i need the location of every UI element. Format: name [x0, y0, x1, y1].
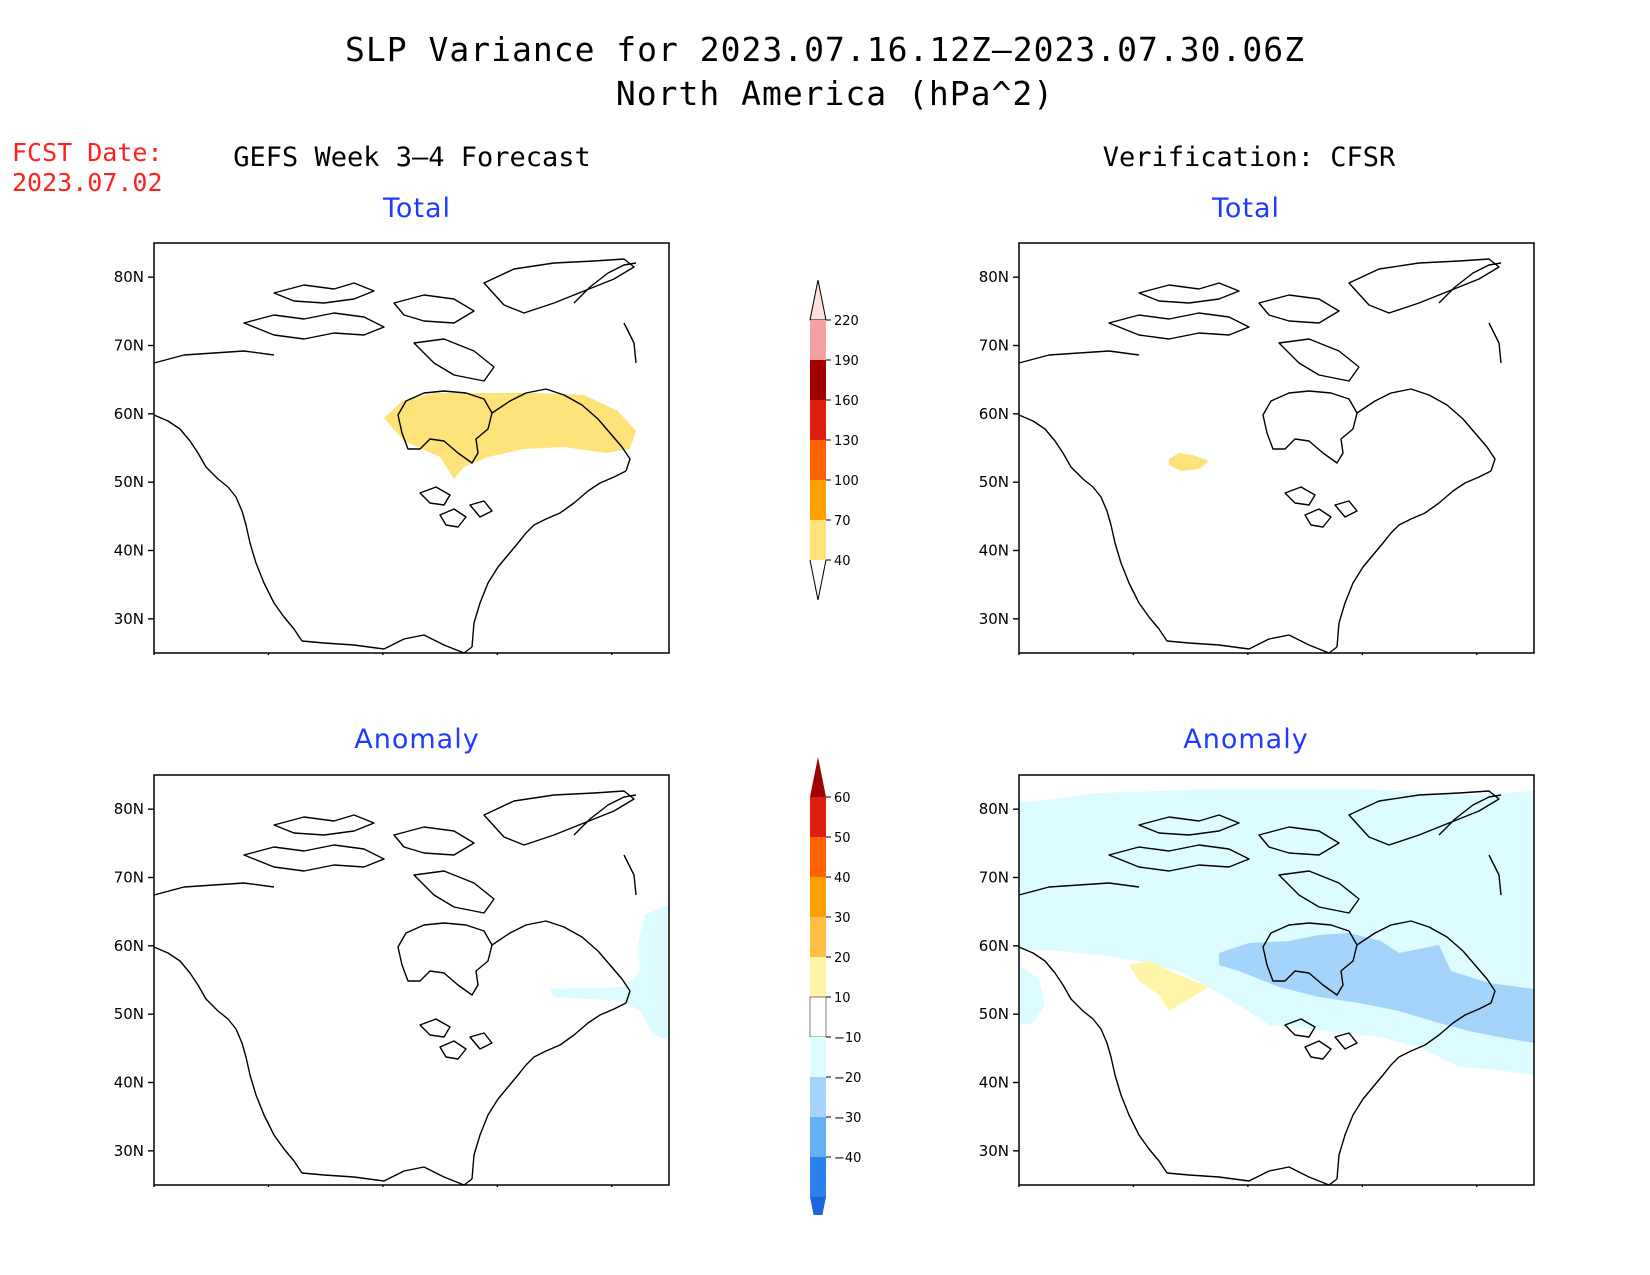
colorbar-label: −40: [834, 1151, 861, 1166]
verification-anomaly-map: 80N70N60N50N40N30N140W120W100W80W60W: [979, 774, 1535, 1187]
coastline: [153, 258, 637, 654]
verification-total-map: 80N70N60N50N40N30N140W120W100W80W60W: [979, 242, 1535, 655]
colorbar-segment: [810, 360, 826, 400]
colorbar-label: −30: [834, 1111, 861, 1126]
colorbar-label: 160: [834, 394, 859, 409]
lat-tick-label: 50N: [114, 473, 144, 491]
lat-tick-label: 70N: [114, 337, 144, 355]
colorbar-label: 130: [834, 434, 859, 449]
colorbar-label: 70: [834, 514, 851, 529]
colorbar-segment: [810, 320, 826, 360]
lat-tick-label: 30N: [979, 1142, 1009, 1160]
verification-anomaly-title: Anomaly: [1183, 724, 1309, 755]
map-frame: [1018, 774, 1535, 1186]
colorbar-segment: [810, 1077, 826, 1117]
colorbar-top-arrow: [809, 280, 827, 321]
lat-tick-label: 50N: [979, 1005, 1009, 1023]
axis-labels: 80N70N60N50N40N30N140W120W100W80W60W: [979, 800, 1478, 1187]
colorbar-label: −20: [834, 1071, 861, 1086]
lat-tick-label: 60N: [979, 937, 1009, 955]
figure-title: SLP Variance for 2023.07.16.12Z–2023.07.…: [345, 30, 1305, 69]
colorbar-label: 50: [834, 831, 851, 846]
anomaly-colorbar: 60 50 40 30 20 10 −10 −20 −30 −40: [809, 757, 861, 1215]
lat-tick-label: 30N: [979, 610, 1009, 628]
colorbar-label: 220: [834, 314, 859, 329]
verification-column-heading: Verification: CFSR: [1102, 142, 1396, 173]
map-frame: [1018, 242, 1535, 654]
map-frame: [153, 774, 670, 1186]
figure-subtitle: North America (hPa^2): [615, 74, 1055, 113]
lat-tick-label: 40N: [114, 1074, 144, 1092]
forecast-anomaly-shading: [548, 905, 669, 1040]
lat-tick-label: 80N: [979, 800, 1009, 818]
colorbar-segment: [810, 520, 826, 560]
colorbar-label: 40: [834, 554, 851, 569]
map-frame: [153, 242, 670, 654]
lat-tick-label: 40N: [979, 1074, 1009, 1092]
verification-anomaly-mid-blue: [1219, 933, 1534, 1043]
axis-labels: 80N70N60N50N40N30N140W120W100W80W60W: [979, 268, 1478, 655]
lat-tick-label: 70N: [114, 869, 144, 887]
colorbar-bottom-arrow: [810, 1197, 826, 1215]
verification-total-title: Total: [1211, 193, 1281, 224]
colorbar-label: −10: [834, 1031, 861, 1046]
colorbar-top-arrow: [810, 757, 826, 797]
lat-tick-label: 70N: [979, 869, 1009, 887]
axis-labels: 80N70N60N50N40N30N140W120W100W80W60W: [114, 800, 613, 1187]
verification-anomaly-light-blue: [1019, 789, 1534, 1075]
lat-tick-label: 80N: [114, 268, 144, 286]
colorbar-segment: [810, 1157, 826, 1197]
lat-tick-label: 40N: [979, 542, 1009, 560]
colorbar-segment: [810, 797, 826, 837]
axis-labels: 80N70N60N50N40N30N140W120W100W80W60W: [114, 268, 613, 655]
colorbar-segment: [810, 480, 826, 520]
forecast-column-heading: GEFS Week 3–4 Forecast: [233, 142, 591, 173]
colorbar-label: 60: [834, 791, 851, 806]
lat-tick-label: 80N: [979, 268, 1009, 286]
coastline: [153, 790, 637, 1186]
colorbar-segment: [810, 917, 826, 957]
forecast-total-title: Total: [382, 193, 452, 224]
lat-tick-label: 60N: [114, 405, 144, 423]
lat-tick-label: 50N: [114, 1005, 144, 1023]
colorbar-label: 40: [834, 871, 851, 886]
colorbar-segment: [810, 837, 826, 877]
forecast-total-shading: [384, 393, 636, 479]
coastline: [1018, 258, 1502, 654]
fcst-date-label: FCST Date:: [12, 138, 163, 167]
colorbar-label: 10: [834, 991, 851, 1006]
forecast-anomaly-title: Anomaly: [354, 724, 480, 755]
colorbar-label: 20: [834, 951, 851, 966]
forecast-total-map: 80N70N60N50N40N30N140W120W100W80W60W: [114, 242, 670, 655]
fcst-date-value: 2023.07.02: [12, 168, 163, 197]
lat-tick-label: 80N: [114, 800, 144, 818]
lat-tick-label: 50N: [979, 473, 1009, 491]
colorbar-segment: [810, 1037, 826, 1077]
colorbar-segment: [810, 440, 826, 480]
lat-tick-label: 60N: [114, 937, 144, 955]
lat-tick-label: 70N: [979, 337, 1009, 355]
colorbar-label: 100: [834, 474, 859, 489]
colorbar-bottom-arrow: [809, 559, 827, 601]
colorbar-label: 30: [834, 911, 851, 926]
colorbar-segment: [810, 957, 826, 997]
total-colorbar: 220 190 160 130 100 70 40: [809, 280, 859, 601]
verification-total-shading: [1169, 453, 1209, 471]
forecast-anomaly-map: 80N70N60N50N40N30N140W120W100W80W60W: [114, 774, 670, 1187]
colorbar-segment: [810, 877, 826, 917]
lat-tick-label: 40N: [114, 542, 144, 560]
colorbar-segment: [809, 996, 827, 1038]
lat-tick-label: 60N: [979, 405, 1009, 423]
colorbar-segment: [810, 400, 826, 440]
verification-anomaly-light-blue-west: [1019, 965, 1045, 1025]
colorbar-label: 190: [834, 354, 859, 369]
lat-tick-label: 30N: [114, 1142, 144, 1160]
verification-anomaly-yellow: [1129, 961, 1209, 1011]
lat-tick-label: 30N: [114, 610, 144, 628]
colorbar-segment: [810, 1117, 826, 1157]
